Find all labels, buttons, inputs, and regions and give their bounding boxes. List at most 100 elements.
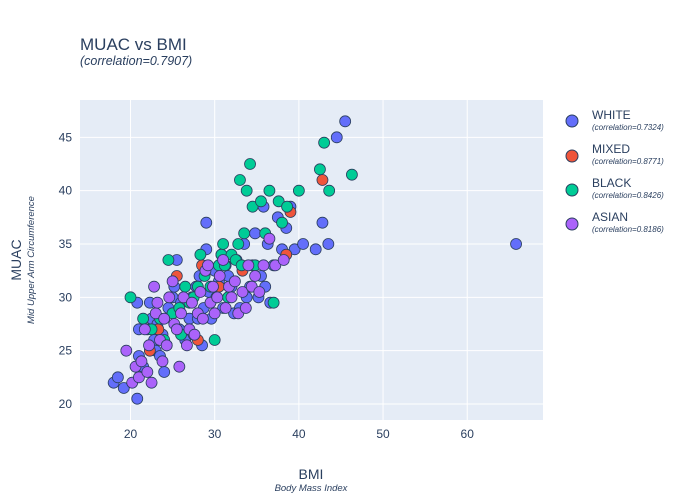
data-point-white[interactable] — [131, 392, 144, 405]
data-point-asian[interactable] — [228, 275, 241, 288]
data-point-mixed[interactable] — [316, 174, 329, 186]
x-tick-label: 40 — [292, 427, 306, 441]
data-point-asian[interactable] — [166, 275, 179, 288]
data-point-white[interactable] — [288, 243, 301, 256]
data-point-black[interactable] — [137, 312, 150, 325]
data-point-asian[interactable] — [141, 366, 154, 378]
data-point-white[interactable] — [200, 216, 213, 229]
data-point-black[interactable] — [318, 136, 331, 149]
y-tick-label: 30 — [59, 290, 73, 304]
data-point-white[interactable] — [309, 243, 322, 256]
data-point-asian[interactable] — [249, 270, 261, 282]
data-point-asian[interactable] — [242, 259, 255, 272]
data-point-black[interactable] — [346, 168, 358, 181]
data-point-asian[interactable] — [163, 291, 176, 304]
data-point-asian[interactable] — [156, 355, 169, 368]
data-point-asian[interactable] — [160, 339, 173, 352]
data-point-black[interactable] — [240, 184, 253, 197]
data-point-asian[interactable] — [120, 344, 133, 357]
data-point-black[interactable] — [267, 296, 280, 309]
data-point-black[interactable] — [323, 184, 336, 197]
data-point-black[interactable] — [208, 334, 221, 346]
data-point-black[interactable] — [276, 216, 288, 229]
data-point-asian[interactable] — [145, 376, 158, 389]
data-point-asian[interactable] — [269, 259, 282, 272]
y-tick-label: 45 — [59, 130, 73, 144]
data-point-asian[interactable] — [170, 323, 183, 336]
data-point-asian[interactable] — [133, 371, 145, 384]
data-points — [107, 115, 522, 405]
data-point-black[interactable] — [281, 200, 293, 213]
data-point-asian[interactable] — [177, 291, 190, 304]
data-point-asian[interactable] — [219, 302, 232, 314]
legend-label-asian: ASIAN — [592, 210, 628, 224]
data-point-black[interactable] — [314, 163, 326, 176]
data-point-black[interactable] — [234, 174, 246, 186]
legend-marker-mixed — [565, 149, 579, 163]
data-point-asian[interactable] — [188, 328, 201, 341]
data-point-asian[interactable] — [239, 302, 252, 314]
data-point-asian[interactable] — [213, 270, 226, 282]
data-point-asian[interactable] — [186, 296, 198, 309]
legend-marker-white — [565, 114, 579, 128]
data-point-asian[interactable] — [175, 307, 187, 320]
data-point-white[interactable] — [339, 115, 352, 128]
data-point-asian[interactable] — [197, 312, 209, 325]
legend-label-black: BLACK — [592, 176, 631, 190]
data-point-asian[interactable] — [173, 360, 186, 373]
data-point-white[interactable] — [330, 131, 343, 144]
data-point-asian[interactable] — [158, 312, 171, 325]
data-point-asian[interactable] — [194, 286, 207, 298]
data-point-black[interactable] — [162, 254, 175, 266]
data-point-black[interactable] — [246, 200, 259, 213]
data-point-black[interactable] — [263, 184, 276, 197]
data-point-asian[interactable] — [217, 254, 230, 266]
series-asian — [120, 232, 290, 389]
data-point-black[interactable] — [232, 238, 245, 250]
data-point-black[interactable] — [124, 291, 137, 304]
data-point-asian[interactable] — [225, 291, 238, 304]
y-tick-label: 20 — [59, 397, 73, 411]
data-point-asian[interactable] — [143, 339, 155, 352]
data-point-black[interactable] — [194, 248, 207, 261]
data-point-black[interactable] — [244, 158, 256, 170]
data-point-black[interactable] — [217, 238, 230, 250]
data-point-white[interactable] — [117, 382, 130, 394]
data-point-black[interactable] — [255, 195, 267, 208]
legend-item-black[interactable]: BLACK (correlation=0.8426) — [565, 176, 664, 200]
data-point-asian[interactable] — [257, 259, 270, 272]
data-point-asian[interactable] — [148, 280, 160, 293]
data-point-asian[interactable] — [135, 355, 148, 368]
x-tick-label: 50 — [376, 427, 390, 441]
data-point-white[interactable] — [111, 371, 124, 384]
data-point-asian[interactable] — [208, 307, 221, 320]
data-point-white[interactable] — [322, 238, 335, 250]
data-point-asian[interactable] — [181, 339, 193, 352]
data-point-black[interactable] — [238, 227, 251, 240]
legend-item-asian[interactable]: ASIAN (correlation=0.8186) — [565, 210, 664, 234]
legend-correlation-black: (correlation=0.8426) — [592, 191, 664, 200]
data-point-white[interactable] — [510, 238, 522, 250]
legend-item-white[interactable]: WHITE (correlation=0.7324) — [565, 108, 664, 132]
legend-label-mixed: MIXED — [592, 142, 630, 156]
data-point-asian[interactable] — [263, 232, 276, 245]
data-point-white[interactable] — [158, 366, 171, 378]
data-point-asian[interactable] — [211, 291, 224, 304]
data-point-black[interactable] — [179, 280, 192, 293]
data-point-asian[interactable] — [207, 280, 219, 293]
data-point-asian[interactable] — [253, 286, 266, 298]
data-point-black[interactable] — [292, 184, 305, 197]
data-point-asian[interactable] — [202, 259, 214, 272]
legend-item-mixed[interactable]: MIXED (correlation=0.8771) — [565, 142, 664, 166]
data-point-white[interactable] — [316, 216, 329, 229]
data-point-asian[interactable] — [151, 296, 164, 309]
y-tick-label: 40 — [59, 184, 73, 198]
data-point-white[interactable] — [297, 238, 309, 250]
data-point-white[interactable] — [249, 227, 261, 240]
data-point-asian[interactable] — [277, 254, 290, 266]
data-point-black[interactable] — [272, 195, 285, 208]
data-point-asian[interactable] — [236, 286, 249, 298]
data-point-asian[interactable] — [138, 323, 151, 336]
y-tick-label: 25 — [59, 344, 73, 358]
y-axis-subtitle: Mid Upper Arm Circumference — [26, 196, 37, 324]
